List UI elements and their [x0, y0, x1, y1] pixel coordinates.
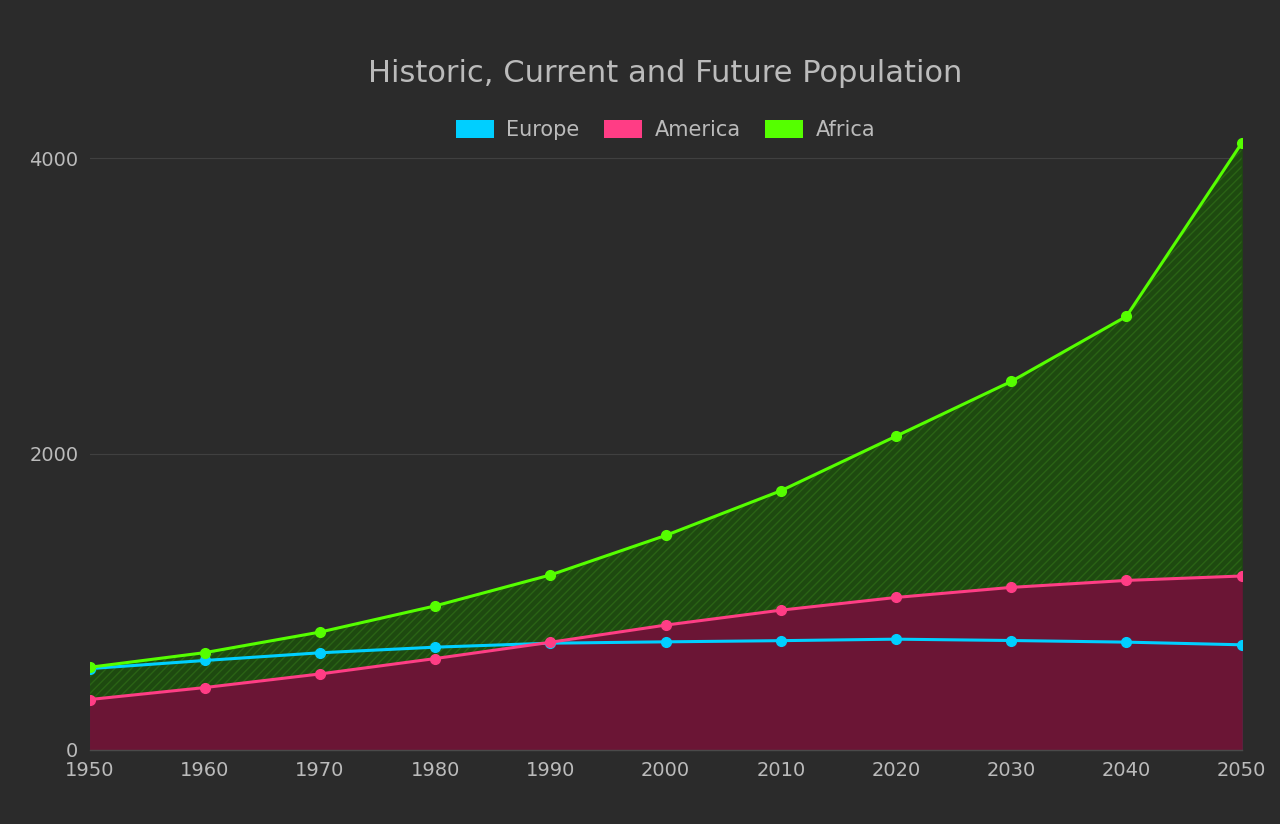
Legend: Europe, America, Africa: Europe, America, Africa [445, 110, 886, 151]
Title: Historic, Current and Future Population: Historic, Current and Future Population [369, 59, 963, 88]
